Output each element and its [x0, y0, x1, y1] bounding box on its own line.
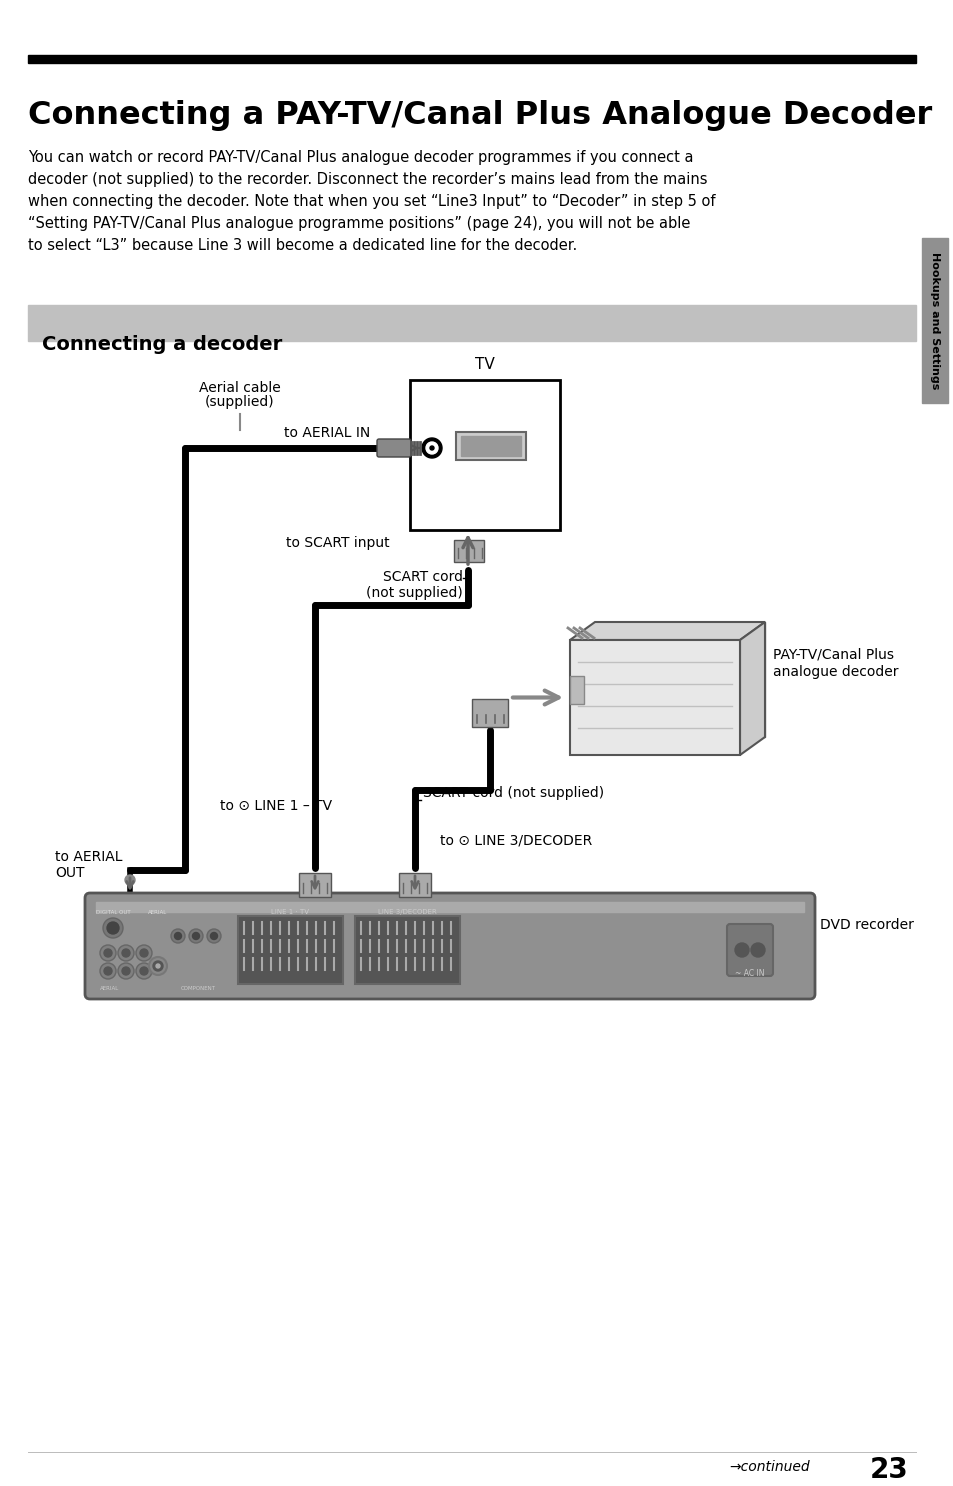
Circle shape — [136, 963, 152, 979]
Text: to select “L3” because Line 3 will become a dedicated line for the decoder.: to select “L3” because Line 3 will becom… — [28, 238, 577, 253]
Circle shape — [426, 441, 437, 455]
Text: decoder (not supplied) to the recorder. Disconnect the recorder’s mains lead fro: decoder (not supplied) to the recorder. … — [28, 172, 707, 187]
Bar — [569, 640, 740, 755]
Circle shape — [152, 961, 163, 970]
Circle shape — [118, 945, 133, 961]
Text: AERIAL: AERIAL — [100, 987, 119, 991]
Bar — [237, 915, 343, 984]
FancyBboxPatch shape — [376, 438, 411, 458]
Circle shape — [107, 921, 119, 935]
Circle shape — [103, 918, 123, 938]
Circle shape — [156, 964, 160, 967]
Circle shape — [100, 945, 116, 961]
Bar — [355, 915, 459, 984]
FancyBboxPatch shape — [454, 539, 483, 562]
Bar — [595, 623, 764, 737]
Text: to ⊙ LINE 1 – TV: to ⊙ LINE 1 – TV — [220, 799, 332, 813]
Circle shape — [104, 967, 112, 975]
Text: You can watch or record PAY-TV/Canal Plus analogue decoder programmes if you con: You can watch or record PAY-TV/Canal Plu… — [28, 150, 693, 165]
Text: analogue decoder: analogue decoder — [772, 666, 898, 679]
Circle shape — [734, 944, 748, 957]
Bar — [569, 676, 583, 704]
Text: to SCART input: to SCART input — [286, 536, 390, 550]
FancyBboxPatch shape — [85, 893, 814, 999]
Bar — [410, 380, 559, 531]
Circle shape — [125, 875, 135, 886]
Text: to AERIAL IN: to AERIAL IN — [283, 426, 370, 440]
Bar — [460, 435, 520, 456]
Bar — [921, 238, 947, 403]
Text: DIGITAL OUT: DIGITAL OUT — [95, 909, 131, 915]
Circle shape — [211, 933, 217, 939]
Text: PAY-TV/Canal Plus: PAY-TV/Canal Plus — [772, 648, 893, 661]
Text: to AERIAL: to AERIAL — [55, 850, 122, 863]
Circle shape — [122, 950, 130, 957]
FancyBboxPatch shape — [298, 872, 331, 898]
Polygon shape — [569, 623, 764, 640]
Text: SCART cord (not supplied): SCART cord (not supplied) — [422, 786, 603, 799]
Circle shape — [421, 438, 441, 458]
Circle shape — [193, 933, 199, 939]
Text: ~ AC IN: ~ AC IN — [735, 969, 764, 978]
Text: Hookups and Settings: Hookups and Settings — [929, 251, 939, 389]
Text: Aerial cable: Aerial cable — [199, 380, 280, 395]
Text: “Setting PAY-TV/Canal Plus analogue programme positions” (page 24), you will not: “Setting PAY-TV/Canal Plus analogue prog… — [28, 215, 690, 230]
Text: LINE 1 · TV: LINE 1 · TV — [272, 909, 309, 915]
Text: TV: TV — [475, 357, 495, 372]
Bar — [28, 305, 915, 340]
Text: Connecting a decoder: Connecting a decoder — [42, 334, 282, 354]
Circle shape — [174, 933, 181, 939]
FancyBboxPatch shape — [398, 872, 431, 898]
Bar — [28, 55, 915, 62]
Text: COMPONENT: COMPONENT — [180, 987, 215, 991]
Text: (not supplied): (not supplied) — [366, 585, 462, 600]
Bar — [456, 432, 525, 461]
Text: OUT: OUT — [55, 866, 85, 880]
Text: when connecting the decoder. Note that when you set “Line3 Input” to “Decoder” i: when connecting the decoder. Note that w… — [28, 195, 715, 210]
Bar — [96, 902, 803, 912]
FancyBboxPatch shape — [726, 924, 772, 976]
Text: (supplied): (supplied) — [205, 395, 274, 409]
Text: Connecting a PAY-TV/Canal Plus Analogue Decoder: Connecting a PAY-TV/Canal Plus Analogue … — [28, 100, 931, 131]
Text: 23: 23 — [869, 1456, 908, 1485]
Circle shape — [207, 929, 221, 944]
Text: SCART cord: SCART cord — [382, 571, 462, 584]
Circle shape — [140, 967, 148, 975]
Circle shape — [140, 950, 148, 957]
Circle shape — [104, 950, 112, 957]
Circle shape — [136, 945, 152, 961]
Circle shape — [189, 929, 203, 944]
Text: DVD recorder: DVD recorder — [820, 918, 913, 932]
FancyBboxPatch shape — [472, 698, 507, 727]
Text: to ⊙ LINE 3/DECODER: to ⊙ LINE 3/DECODER — [439, 834, 592, 849]
Circle shape — [118, 963, 133, 979]
Circle shape — [430, 446, 434, 450]
Text: →continued: →continued — [729, 1461, 809, 1474]
Polygon shape — [740, 623, 764, 755]
Circle shape — [149, 957, 167, 975]
Text: AERIAL: AERIAL — [149, 909, 168, 915]
Circle shape — [750, 944, 764, 957]
Circle shape — [100, 963, 116, 979]
Text: LINE 3/DECODER: LINE 3/DECODER — [377, 909, 436, 915]
Circle shape — [171, 929, 185, 944]
Circle shape — [122, 967, 130, 975]
